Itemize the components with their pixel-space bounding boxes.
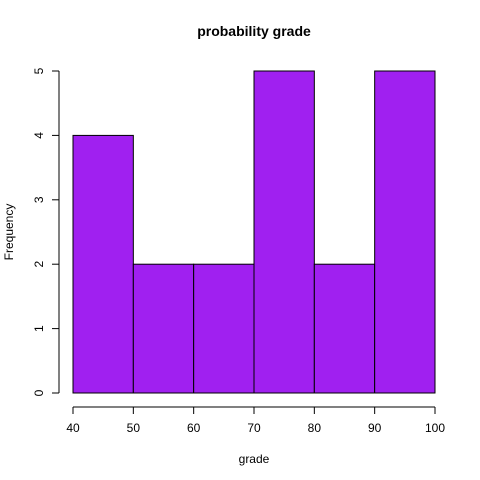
x-tick-label: 80 [308,421,322,435]
x-tick-label: 70 [247,421,261,435]
histogram-bar-90-100 [374,70,436,394]
x-axis-label: grade [239,452,270,466]
y-tick-label: 1 [32,325,46,332]
chart-title: probability grade [197,23,311,39]
y-tick-label: 5 [32,67,46,74]
y-tick-label: 4 [32,132,46,139]
x-axis: 40 50 60 70 80 90 100 [66,406,445,435]
x-tick-label: 60 [187,421,201,435]
y-axis-label: Frequency [2,204,16,261]
y-tick-label: 0 [32,389,46,396]
x-tick-label: 50 [127,421,141,435]
x-tick-label: 90 [368,421,382,435]
histogram-bar-40-50 [72,134,134,394]
histogram-bar-60-70 [193,263,255,394]
x-tick-label: 40 [66,421,80,435]
histogram-bar-70-80 [253,70,315,394]
histogram-bar-80-90 [313,263,376,394]
y-tick-label: 3 [32,196,46,203]
histogram-bar-50-60 [132,263,195,394]
histogram-bars [72,70,436,394]
y-axis: 0 1 2 3 4 5 [32,67,60,396]
x-tick-label: 100 [425,421,445,435]
y-tick-label: 2 [32,261,46,268]
